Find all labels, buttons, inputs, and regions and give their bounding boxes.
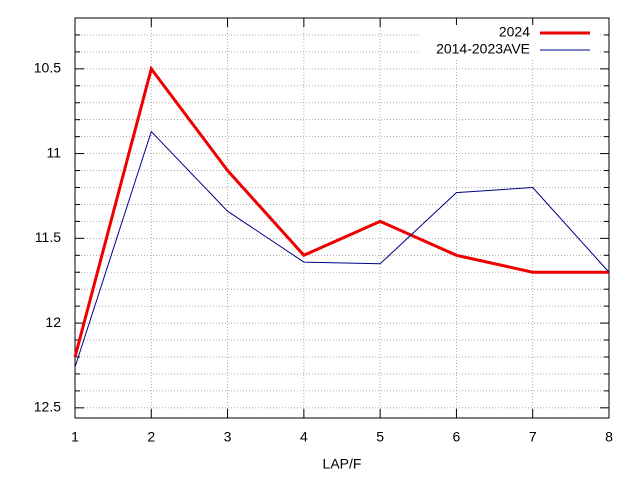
y-tick-label: 10.5 xyxy=(34,60,61,76)
legend-label: 2024 xyxy=(499,24,530,40)
x-tick-label: 4 xyxy=(300,429,308,445)
y-tick-label: 11.5 xyxy=(35,229,61,245)
series-line xyxy=(74,130,610,368)
x-tick-label: 1 xyxy=(71,429,79,445)
y-tick-label: 12 xyxy=(45,314,61,330)
x-axis-label: LAP/F xyxy=(323,456,362,472)
x-tick-label: 2 xyxy=(147,429,155,445)
x-tick-label: 5 xyxy=(376,429,384,445)
legend-label: 2014-2023AVE xyxy=(436,41,530,57)
y-tick-label: 11 xyxy=(46,144,61,160)
plot-frame xyxy=(74,17,610,419)
y-tick-label: 12.5 xyxy=(34,399,61,415)
x-tick-label: 8 xyxy=(605,429,613,445)
legend-background xyxy=(420,42,600,58)
x-tick-label: 7 xyxy=(529,429,537,445)
x-tick-label: 6 xyxy=(453,429,461,445)
x-tick-label: 3 xyxy=(224,429,232,445)
series-line xyxy=(73,65,609,358)
legend-background xyxy=(420,25,600,41)
